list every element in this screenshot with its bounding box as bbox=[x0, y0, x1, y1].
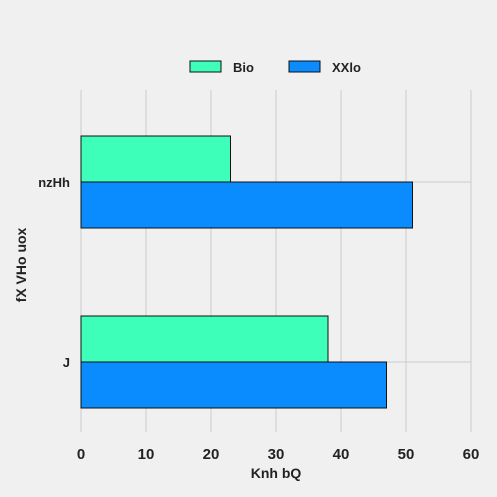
x-axis-label: Knh bQ bbox=[251, 465, 302, 481]
x-tick-labels: 0 10 20 30 40 50 60 bbox=[77, 446, 480, 463]
x-tick-label: 0 bbox=[77, 446, 85, 463]
category-label: J bbox=[63, 355, 70, 370]
bar-XXlo-J bbox=[80, 361, 387, 409]
legend-swatch bbox=[189, 60, 222, 73]
legend-swatch bbox=[288, 60, 321, 73]
legend-label: XXlo bbox=[332, 60, 361, 75]
x-tick-label: 60 bbox=[463, 446, 480, 463]
x-tick-label: 40 bbox=[333, 446, 350, 463]
legend: Bio XXlo bbox=[189, 60, 361, 75]
bars bbox=[80, 135, 413, 409]
bar-Bio-nzHh bbox=[80, 135, 231, 183]
bar-Bio-J bbox=[80, 315, 329, 363]
y-axis-label: fX VHo uox bbox=[13, 227, 29, 302]
bar-XXlo-nzHh bbox=[80, 181, 413, 229]
x-tick-label: 30 bbox=[268, 446, 285, 463]
legend-label: Bio bbox=[233, 60, 254, 75]
category-label: nzHh bbox=[38, 175, 70, 190]
x-tick-label: 50 bbox=[398, 446, 415, 463]
category-labels: nzHh J bbox=[38, 175, 70, 370]
x-tick-label: 10 bbox=[138, 446, 155, 463]
x-tick-label: 20 bbox=[203, 446, 220, 463]
